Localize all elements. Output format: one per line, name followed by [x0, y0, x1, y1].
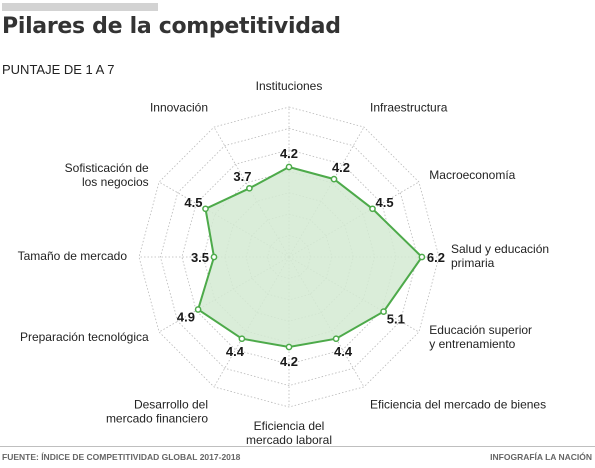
data-value-label: 5.1	[387, 312, 405, 327]
data-point	[194, 306, 202, 313]
data-point	[285, 343, 293, 351]
data-value-label: 4.2	[280, 354, 298, 369]
chart-subtitle: PUNTAJE DE 1 A 7	[2, 62, 115, 77]
category-label: Tamaño de mercado	[18, 249, 128, 263]
grid-ring	[181, 149, 397, 365]
category-label: los negocios	[82, 175, 149, 189]
category-label: Desarrollo del	[134, 397, 208, 411]
chart-title: Pilares de la competitividad	[2, 14, 341, 39]
category-label: Salud y educación	[451, 242, 549, 256]
data-point	[380, 308, 387, 315]
credit-note: INFOGRAFÍA LA NACIÓN	[490, 452, 592, 462]
radar-chart: 4.2 4.2 4.5 6.2 5.1 4.4 4.2 4.4 4.9 3.5 4.5 3.7 Inst…	[18, 79, 549, 446]
data-point	[210, 253, 218, 261]
data-point	[369, 205, 376, 213]
source-note: FUENTE: ÍNDICE DE COMPETITIVIDAD GLOBAL …	[2, 452, 241, 462]
category-label: y entrenamiento	[429, 337, 515, 351]
data-point	[330, 175, 338, 183]
category-label: Educación superior	[429, 323, 532, 337]
data-value-label: 4.9	[177, 310, 195, 325]
category-label: Eficiencia del	[254, 419, 325, 433]
category-label: mercado laboral	[246, 433, 332, 446]
category-label: primaria	[451, 256, 495, 270]
category-label: Instituciones	[256, 79, 323, 93]
category-label: Preparación tecnológica	[20, 330, 149, 344]
data-point	[418, 253, 426, 261]
category-label: Eficiencia del mercado de bienes	[370, 397, 546, 411]
data-value-label: 4.5	[184, 195, 202, 210]
header-accent-bar	[2, 3, 158, 11]
grid-ring	[138, 106, 440, 408]
grid-ring	[159, 127, 419, 387]
data-point	[246, 184, 253, 192]
category-label: Macroeconomía	[429, 168, 515, 182]
category-label: Innovación	[150, 101, 208, 115]
data-value-label: 3.5	[191, 250, 209, 265]
data-point	[238, 335, 246, 343]
category-label: Infraestructura	[370, 101, 448, 115]
category-label: Sofisticación de	[65, 161, 149, 175]
footer-divider	[0, 446, 595, 447]
data-value-label: 4.5	[376, 195, 394, 210]
data-value-label: 4.4	[334, 344, 353, 359]
data-value-label: 3.7	[233, 169, 251, 184]
data-value-label: 4.4	[226, 344, 245, 359]
data-value-label: 4.2	[280, 146, 298, 161]
data-point	[285, 163, 293, 171]
data-point	[202, 205, 209, 213]
data-point	[332, 335, 340, 343]
data-value-label: 6.2	[427, 250, 445, 265]
data-value-label: 4.2	[332, 160, 350, 175]
category-label: mercado financiero	[106, 411, 208, 425]
